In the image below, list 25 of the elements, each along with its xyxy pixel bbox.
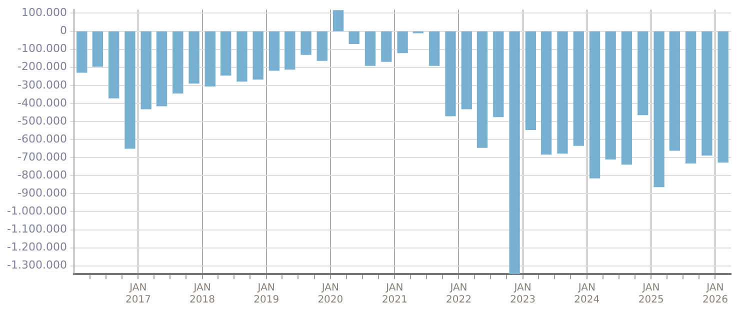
- x-tick-label: JAN 2023: [510, 282, 536, 306]
- y-tick-label: 100.000: [21, 6, 67, 20]
- x-tick-label: JAN 2022: [446, 282, 472, 306]
- x-tick-label: JAN 2021: [382, 282, 408, 306]
- y-tick-label: -1.200.000: [7, 240, 67, 254]
- x-tick-label: JAN 2026: [702, 282, 728, 306]
- y-tick-label: -700.000: [17, 150, 67, 164]
- y-tick-label: -400.000: [17, 96, 67, 110]
- y-tick-label: -100.000: [17, 42, 67, 56]
- y-tick-label: -600.000: [17, 132, 67, 146]
- x-tick-label: JAN 2018: [190, 282, 215, 306]
- y-tick-label: -900.000: [17, 186, 67, 200]
- y-tick-label: -800.000: [17, 168, 67, 182]
- x-tick-label: JAN 2025: [638, 282, 664, 306]
- y-tick-label: -200.000: [17, 60, 67, 74]
- y-tick-label: -1.100.000: [7, 222, 67, 236]
- y-tick-label: -1.000.000: [7, 204, 67, 218]
- x-tick-label: JAN 2024: [574, 282, 600, 306]
- x-tick-label: JAN 2017: [125, 282, 151, 306]
- y-tick-label: 0: [60, 24, 67, 38]
- x-tick-label: JAN 2019: [254, 282, 280, 306]
- y-tick-label: -1.300.000: [7, 258, 67, 272]
- y-tick-label: -500.000: [17, 114, 67, 128]
- y-tick-label: -300.000: [17, 78, 67, 92]
- x-tick-label: JAN 2020: [318, 282, 344, 306]
